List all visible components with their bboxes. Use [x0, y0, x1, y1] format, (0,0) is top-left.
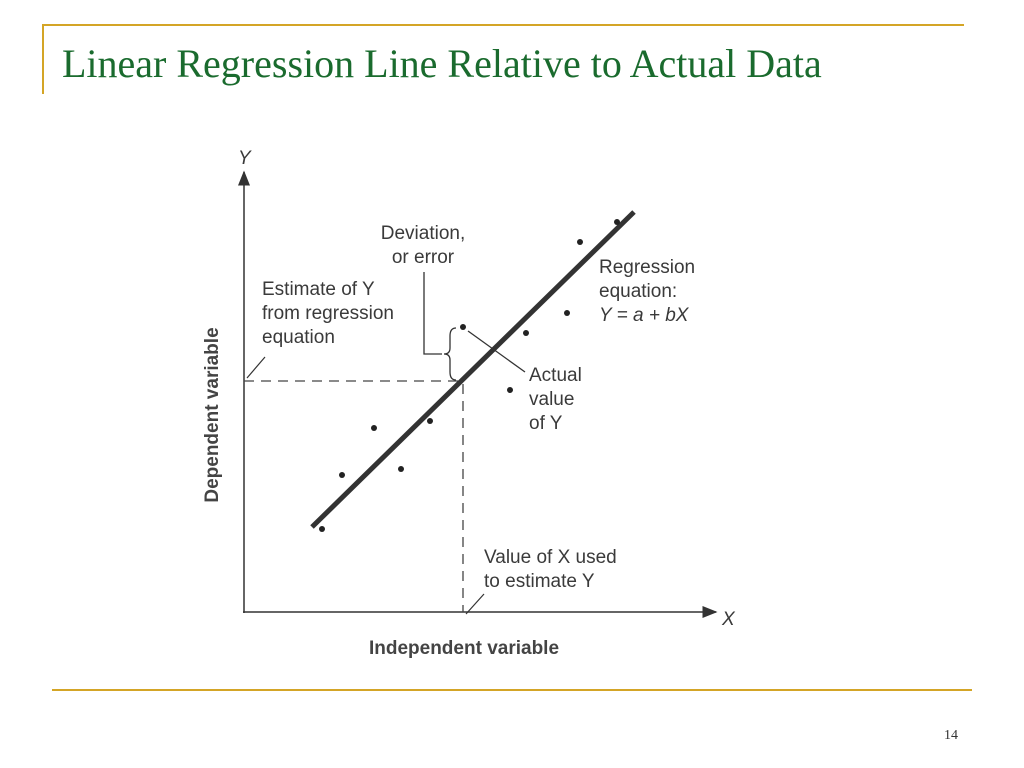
- title-rule: [42, 24, 964, 26]
- data-point: [398, 466, 404, 472]
- y-axis-symbol: Y: [238, 148, 252, 169]
- data-point: [577, 239, 583, 245]
- data-point: [427, 418, 433, 424]
- deviation-label-line2: or error: [392, 247, 455, 268]
- data-point: [564, 310, 570, 316]
- data-point: [507, 387, 513, 393]
- data-points: [319, 219, 620, 532]
- data-point: [371, 425, 377, 431]
- deviation-label-line1: Deviation,: [381, 223, 466, 244]
- page-number: 14: [944, 728, 958, 743]
- regression-label-line1: Regression: [599, 257, 695, 278]
- x-axis-symbol: X: [721, 609, 736, 630]
- slide-title: Linear Regression Line Relative to Actua…: [62, 41, 822, 86]
- x-value-label-line1: Value of X used: [484, 547, 617, 568]
- deviation-brace: [443, 327, 457, 381]
- data-point: [523, 330, 529, 336]
- x-value-leader: [465, 593, 485, 615]
- actual-leader: [467, 330, 526, 373]
- data-point: [319, 526, 325, 532]
- title-accent-bar: [42, 24, 44, 94]
- y-axis-label: Dependent variable: [202, 327, 223, 502]
- regression-label-line2: equation:: [599, 281, 677, 302]
- regression-equation: Y = a + bX: [599, 305, 690, 326]
- estimate-label-line1: Estimate of Y: [262, 279, 375, 300]
- deviation-leader: [423, 272, 442, 355]
- data-point: [614, 219, 620, 225]
- footer-rule: [52, 689, 972, 691]
- actual-label-line2: value: [529, 389, 574, 410]
- x-value-label-line2: to estimate Y: [484, 571, 595, 592]
- actual-label-line3: of Y: [529, 413, 563, 434]
- regression-line: [310, 210, 636, 529]
- estimate-label-line3: equation: [262, 327, 335, 348]
- data-point: [339, 472, 345, 478]
- actual-label-line1: Actual: [529, 365, 582, 386]
- estimate-label-line2: from regression: [262, 303, 394, 324]
- x-axis-label: Independent variable: [369, 638, 559, 659]
- estimate-leader: [246, 356, 266, 379]
- data-point: [460, 324, 466, 330]
